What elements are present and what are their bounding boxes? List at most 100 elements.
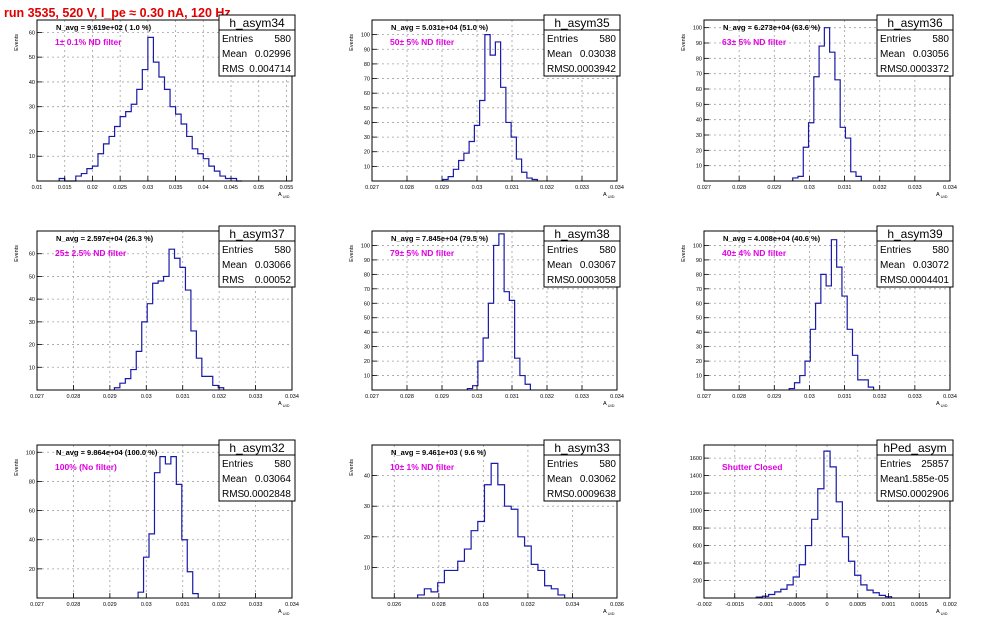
stat-label: RMS — [880, 489, 903, 500]
histogram-bin — [175, 258, 180, 390]
x-axis-label: AUID — [936, 609, 948, 616]
navg-label: N_avg = 9.619e+02 ( 1.0 %) — [56, 23, 152, 32]
x-tick-label: 0.028 — [732, 394, 746, 400]
histogram-bin — [176, 114, 182, 181]
histogram-bin — [495, 42, 500, 181]
x-axis-label: AUID — [278, 609, 290, 616]
stat-label: RMS — [880, 64, 903, 75]
plot-frame — [371, 230, 618, 391]
stats-box-frame — [543, 225, 621, 288]
y-axis-label: Events — [14, 459, 20, 476]
histogram-bin — [800, 376, 805, 390]
histogram-bin — [799, 565, 805, 598]
x-tick-label: -0.002 — [696, 602, 712, 608]
x-tick-label: 0.027 — [30, 394, 44, 400]
y-tick-label: 60 — [29, 252, 35, 258]
y-tick-label: 50 — [696, 102, 702, 108]
y-tick-label: 100 — [693, 243, 702, 249]
x-tick-label: 0.03 — [478, 602, 489, 608]
y-tick-label: 40 — [29, 80, 35, 86]
histogram-bin — [501, 87, 506, 181]
stat-value: 580 — [932, 34, 949, 45]
histogram-bin — [464, 549, 471, 598]
histogram-bin — [171, 457, 176, 598]
y-tick-label: 40 — [696, 330, 702, 336]
histogram-bin — [193, 594, 198, 598]
x-tick-label: 0.034 — [610, 394, 624, 400]
histogram-bin — [170, 107, 176, 181]
stat-label: RMS — [547, 489, 570, 500]
x-tick-label: 0.027 — [697, 394, 711, 400]
stat-label: Mean — [880, 474, 905, 485]
x-tick-label: 0.033 — [249, 602, 263, 608]
histogram-bin — [794, 383, 799, 390]
y-tick-label: 10 — [364, 374, 370, 380]
y-tick-label: 10 — [364, 164, 370, 170]
y-tick-label: 20 — [364, 150, 370, 156]
y-tick-label: 80 — [364, 62, 370, 68]
x-tick-label: 0.034 — [943, 394, 957, 400]
x-tick-label: 0.033 — [575, 185, 589, 191]
y-tick-label: 40 — [364, 330, 370, 336]
histogram-bin — [220, 176, 226, 181]
histogram-bin — [491, 463, 498, 598]
plot-frame — [371, 19, 618, 182]
x-tick-label: 0.031 — [838, 394, 852, 400]
histogram-bin — [120, 383, 125, 390]
x-tick-label: 0.03 — [141, 394, 152, 400]
y-tick-label: 10 — [696, 164, 702, 170]
histogram-bin — [458, 561, 465, 598]
histogram-line — [792, 27, 862, 181]
y-tick-label: 200 — [693, 579, 702, 585]
y-axis-label: Events — [681, 245, 687, 262]
histogram-bin — [109, 136, 115, 181]
histogram-bin — [781, 589, 787, 598]
y-tick-label: 20 — [696, 359, 702, 365]
filter-label: 40± 4% ND filter — [722, 248, 787, 258]
histogram-bin — [805, 546, 811, 598]
histogram-bin — [153, 62, 159, 181]
histogram-bin — [516, 159, 521, 181]
navg-label: N_avg = 6.273e+04 (63.6 %) — [723, 23, 821, 32]
stat-value: 580 — [274, 34, 291, 45]
x-tick-label: 0.02 — [87, 185, 98, 191]
y-tick-label: 90 — [364, 47, 370, 53]
histogram-bin — [775, 592, 781, 598]
histogram-bin — [142, 70, 148, 181]
x-tick-label: 0.028 — [67, 602, 81, 608]
stat-value: 0.0003942 — [569, 64, 617, 75]
histogram-bins — [138, 457, 198, 598]
y-tick-label: 70 — [364, 77, 370, 83]
histogram-line — [755, 450, 893, 598]
histogram-bin — [187, 572, 192, 598]
histogram-line — [442, 34, 538, 181]
stat-value: 25857 — [921, 459, 949, 470]
x-tick-label: 0.055 — [280, 185, 294, 191]
y-tick-label: 10 — [364, 565, 370, 571]
histogram-bin — [160, 457, 165, 598]
histogram-bin — [469, 141, 474, 181]
filter-label: 79± 5% ND filter — [390, 248, 455, 258]
histogram-bin — [187, 136, 193, 181]
stat-value: 0.0003372 — [902, 64, 950, 75]
x-tick-label: 0.027 — [365, 394, 379, 400]
histogram-panel-h_asym35: 0.027 0.028 0.029 0.03 0.031 0.032 0.033 0.034 1… — [349, 14, 624, 199]
stat-value: 0.03062 — [580, 474, 617, 485]
stat-label: Mean — [547, 49, 572, 60]
histogram-bin — [852, 355, 857, 390]
x-axis-label: AUID — [603, 609, 615, 616]
y-tick-label: 50 — [364, 106, 370, 112]
histogram-bin — [845, 138, 850, 181]
histogram-name: hPed_asym — [883, 441, 946, 455]
histogram-bin — [159, 77, 165, 181]
x-tick-label: 0.027 — [30, 602, 44, 608]
y-tick-label: 70 — [696, 72, 702, 78]
stat-value: 580 — [932, 245, 949, 256]
stats-box: h_asym37 Entries 580 Mean 0.03066 RMS 0.00052 — [218, 225, 296, 288]
histogram-bin — [165, 89, 171, 181]
stat-label: Mean — [547, 474, 572, 485]
x-tick-label: 0.026 — [387, 602, 401, 608]
x-tick-label: 0.035 — [169, 185, 183, 191]
stat-label: Entries — [880, 34, 911, 45]
y-tick-label: 1600 — [690, 456, 702, 462]
